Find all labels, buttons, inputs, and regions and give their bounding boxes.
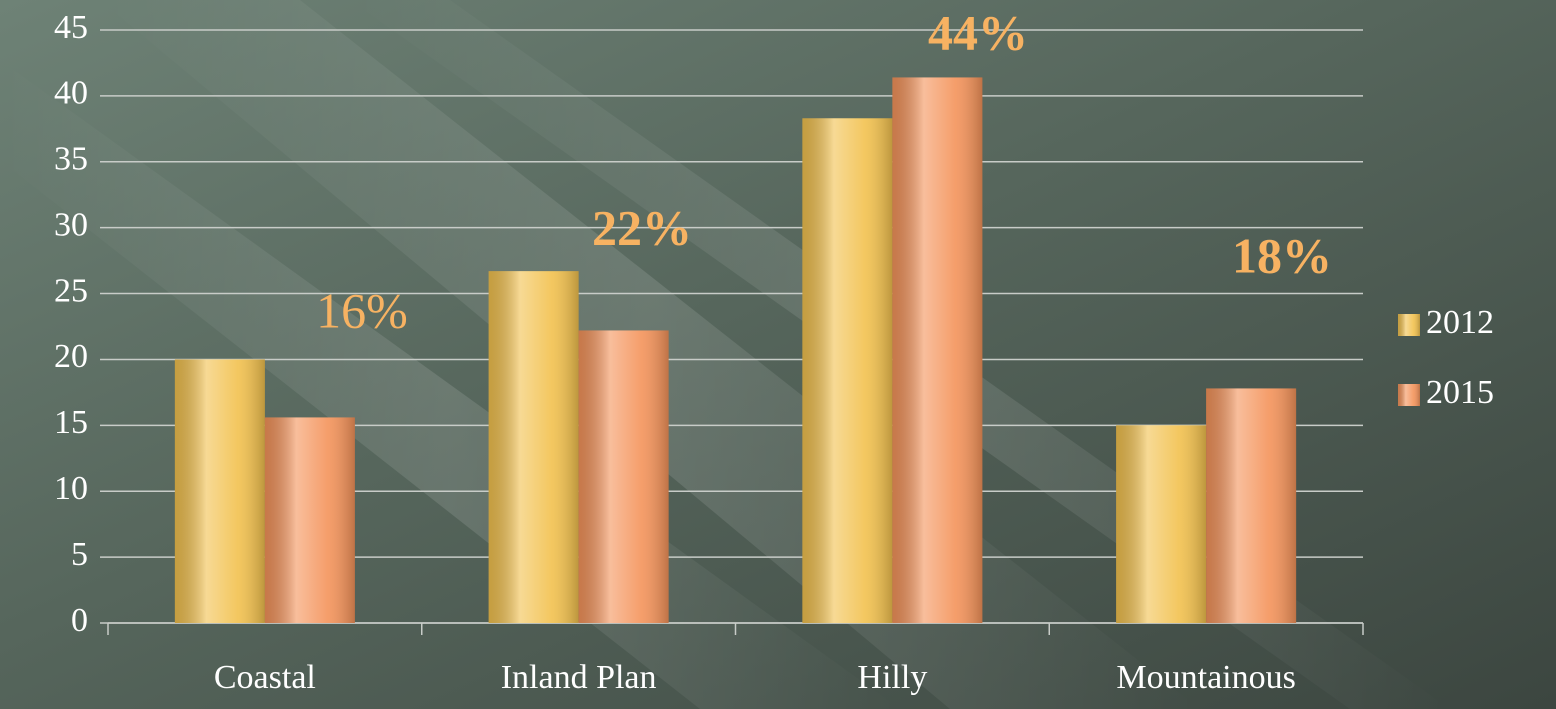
annotation: 18%: [1232, 227, 1332, 283]
legend-label: 2012: [1426, 304, 1494, 341]
y-tick-label: 45: [54, 9, 88, 46]
legend-label: 2015: [1426, 374, 1494, 411]
bar-shine: [578, 330, 669, 623]
y-tick-label: 15: [54, 404, 88, 441]
annotation: 16%: [316, 282, 408, 338]
x-tick-label: Coastal: [214, 659, 316, 696]
y-tick-label: 40: [54, 75, 88, 112]
bar-shine: [264, 417, 355, 623]
background-streak: [0, 60, 900, 709]
bar-shine: [1116, 425, 1207, 623]
legend-swatch-shine: [1398, 384, 1420, 406]
y-tick-label: 0: [71, 602, 88, 639]
x-tick-label: Inland Plan: [501, 659, 657, 696]
y-tick-label: 25: [54, 272, 88, 309]
y-tick-label: 20: [54, 338, 88, 375]
y-tick-label: 35: [54, 141, 88, 178]
x-tick-label: Mountainous: [1116, 659, 1295, 696]
bar-shine: [174, 359, 265, 623]
bar-shine: [1206, 388, 1297, 623]
annotation: 22%: [592, 199, 692, 255]
bar-shine: [488, 271, 579, 623]
y-tick-label: 10: [54, 470, 88, 507]
bar-shine: [802, 118, 893, 624]
y-tick-label: 5: [71, 536, 88, 573]
y-tick-label: 30: [54, 206, 88, 243]
bar-shine: [892, 77, 983, 623]
legend-swatch-shine: [1398, 314, 1420, 336]
annotation: 44%: [928, 4, 1028, 60]
x-tick-label: Hilly: [857, 659, 927, 696]
